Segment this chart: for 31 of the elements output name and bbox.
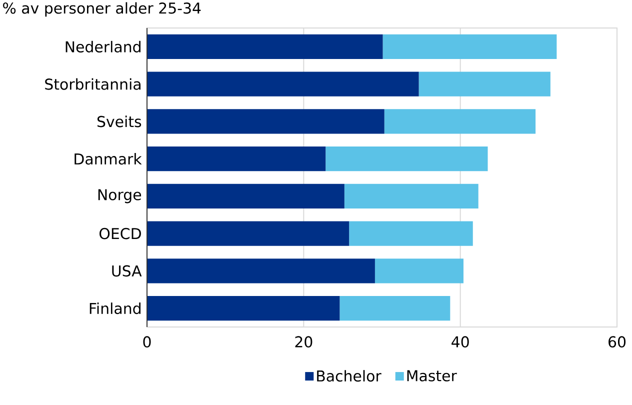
bar (418, 72, 550, 96)
bar (147, 296, 340, 321)
y-tick-label: Danmark (74, 153, 142, 165)
legend-label: Master (407, 370, 457, 382)
y-tick-label: Nederland (66, 40, 140, 52)
bar (344, 184, 478, 209)
bar (147, 146, 326, 172)
y-tick-label: Norge (98, 189, 142, 204)
bar (147, 184, 344, 209)
bar (374, 258, 464, 284)
bar (384, 109, 536, 134)
x-tick-label: 0 (143, 336, 151, 348)
x-tick-label: 20 (295, 336, 312, 348)
bar (147, 34, 383, 60)
y-tick-label: Sveits (97, 116, 142, 128)
bar (147, 109, 384, 134)
bar (349, 221, 473, 246)
y-tick-label: Finland (90, 302, 140, 314)
legend-label: Bachelor (317, 370, 382, 382)
bar (382, 34, 557, 60)
bar (147, 258, 375, 284)
x-tick-label: 40 (452, 336, 469, 348)
chart-title: % av personer alder 25-34 (3, 2, 201, 17)
y-tick-label: USA (112, 265, 142, 277)
bar (326, 146, 488, 172)
x-tick-label: 60 (608, 336, 626, 348)
bar (147, 72, 419, 96)
y-tick-label: OECD (100, 228, 141, 240)
y-tick-label: Storbritannia (45, 78, 140, 90)
bar (147, 221, 350, 246)
bar (340, 296, 450, 321)
